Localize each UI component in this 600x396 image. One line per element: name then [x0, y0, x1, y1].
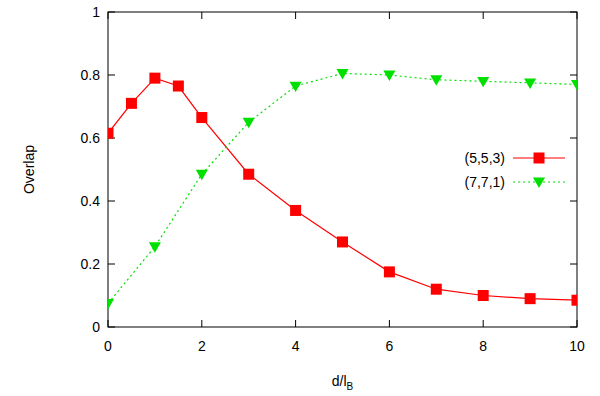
x-tick: [201, 320, 202, 327]
y-tick: [570, 264, 577, 265]
y-tick-label: 0.8: [81, 67, 101, 83]
x-tick: [389, 320, 390, 327]
y-tick-label: 0.6: [81, 130, 101, 146]
x-tick-label: 8: [479, 338, 487, 354]
chart: 024681000.20.40.60.81d/lBOverlap(5,5,3)(…: [0, 0, 600, 396]
series-marker: [173, 81, 184, 92]
x-tick: [295, 320, 296, 327]
x-axis-label: d/lB: [332, 373, 354, 392]
x-tick: [389, 12, 390, 19]
y-tick: [108, 201, 115, 202]
series-marker: [290, 205, 301, 216]
series-marker: [108, 299, 114, 309]
series-marker: [571, 80, 577, 90]
x-tick-label: 2: [198, 338, 206, 354]
series-marker: [196, 170, 208, 180]
series-marker: [290, 82, 302, 92]
series-marker: [149, 242, 161, 252]
y-tick: [570, 138, 577, 139]
series-marker: [430, 75, 442, 85]
y-tick-label: 1: [92, 4, 100, 20]
series-marker: [196, 112, 207, 123]
x-tick-label: 0: [104, 338, 112, 354]
y-tick-label: 0.4: [81, 193, 101, 209]
series-marker: [525, 293, 536, 304]
series-marker: [384, 266, 395, 277]
plot-frame: [108, 12, 577, 327]
x-tick: [295, 12, 296, 19]
series-marker: [337, 236, 348, 247]
data: [108, 69, 577, 309]
y-tick-label: 0: [92, 319, 100, 335]
series-line: [108, 73, 577, 303]
legend-label: (7,7,1): [465, 174, 505, 190]
series-marker: [431, 284, 442, 295]
series-marker: [477, 77, 489, 87]
series-marker: [243, 118, 255, 128]
y-tick-label: 0.2: [81, 256, 101, 272]
x-tick: [483, 12, 484, 19]
y-tick: [570, 75, 577, 76]
series-marker: [108, 128, 114, 139]
x-tick-label: 4: [292, 338, 300, 354]
x-tick-label: 10: [569, 338, 585, 354]
series-marker: [383, 71, 395, 81]
series-marker: [149, 73, 160, 84]
x-tick: [483, 320, 484, 327]
legend-label: (5,5,3): [465, 150, 505, 166]
series-marker: [126, 98, 137, 109]
series-marker: [478, 290, 489, 301]
series-line: [108, 78, 577, 300]
x-tick: [201, 12, 202, 19]
series-marker: [336, 69, 348, 79]
series-marker: [572, 295, 578, 306]
y-tick: [108, 75, 115, 76]
ticks: 0 2 4 6 8 10 0 0.2 0.4 0.6 0.8 1: [81, 4, 585, 354]
series-marker: [243, 169, 254, 180]
legend-marker: [534, 153, 545, 164]
y-axis-label: Overlap: [21, 145, 37, 194]
series-marker: [524, 78, 536, 88]
legend: (5,5,3) (7,7,1): [465, 150, 565, 190]
y-tick: [570, 201, 577, 202]
y-tick: [108, 264, 115, 265]
x-tick-label: 6: [386, 338, 394, 354]
legend-marker: [533, 178, 545, 188]
